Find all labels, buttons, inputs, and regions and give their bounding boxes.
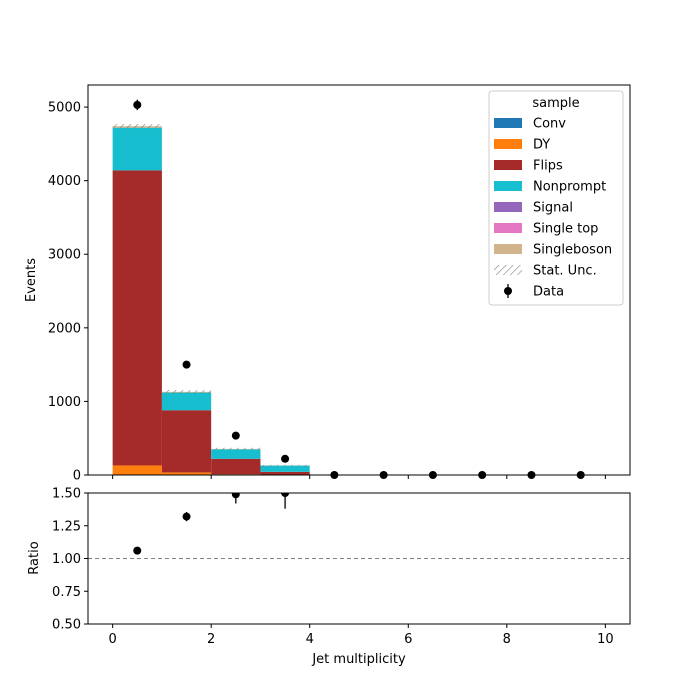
legend-label-flips: Flips — [533, 159, 563, 174]
ratio-y-tick-label: 1.00 — [52, 552, 81, 567]
ratio-panel: 0.50 0.75 1.00 1.25 1.50 0 2 4 6 8 10 Ratio Jet m… — [27, 487, 631, 667]
bar-flips-bin-3 — [260, 471, 310, 475]
ratio-point-0 — [133, 546, 142, 555]
x-tick-label: 6 — [404, 632, 412, 647]
main-axes-frame — [87, 84, 631, 476]
main-y-axis-label: Events — [24, 258, 39, 302]
ratio-y-tick-label: 0.75 — [52, 585, 81, 600]
bar-nonprompt-bin-2 — [211, 449, 261, 459]
bar-dy-bin-0 — [112, 465, 162, 475]
bar-dy-bin-1 — [161, 472, 212, 475]
legend-swatch-conv — [494, 118, 522, 128]
legend-label-signal: Signal — [533, 201, 573, 216]
ratio-y-ticks: 0.50 0.75 1.00 1.25 1.50 — [52, 487, 88, 633]
legend: sample Conv DY Flips Nonprompt Signal Single … — [488, 90, 624, 306]
stat-unc-bin-3 — [260, 464, 310, 467]
main-y-tick-label: 4000 — [48, 174, 81, 189]
ratio-point-1 — [182, 512, 191, 521]
main-y-tick-label: 3000 — [48, 248, 81, 263]
main-panel: 0 1000 2000 3000 4000 5000 Events — [24, 84, 631, 484]
legend-swatch-singleboson — [494, 244, 522, 254]
x-axis-label: Jet multiplicity — [311, 652, 406, 667]
x-tick-label: 8 — [503, 632, 511, 647]
ratio-y-tick-label: 0.50 — [52, 618, 81, 633]
main-y-ticks: 0 1000 2000 3000 4000 5000 — [48, 101, 88, 484]
stat-unc-bin-1 — [161, 390, 212, 394]
main-y-tick-label: 5000 — [48, 101, 81, 116]
legend-label-dy: DY — [533, 138, 550, 153]
ratio-point-2 — [231, 493, 240, 499]
stat-unc-bin-2 — [211, 447, 261, 450]
x-tick-label: 10 — [597, 632, 614, 647]
data-point-3 — [281, 454, 290, 463]
legend-label-conv: Conv — [533, 117, 566, 132]
x-tick-label: 0 — [108, 632, 116, 647]
bar-flips-bin-1 — [161, 410, 212, 473]
data-point-0 — [133, 100, 142, 109]
bar-nonprompt-bin-1 — [161, 392, 212, 411]
legend-label-singleboson: Singleboson — [533, 243, 612, 258]
legend-marker-data — [504, 287, 512, 295]
ratio-points — [133, 493, 290, 555]
ratio-point-3 — [281, 493, 290, 497]
main-y-tick-label: 2000 — [48, 321, 81, 336]
legend-label-single-top: Single top — [533, 222, 598, 237]
legend-label-nonprompt: Nonprompt — [533, 180, 606, 195]
ratio-y-axis-label: Ratio — [27, 541, 42, 574]
bar-flips-bin-2 — [211, 458, 261, 475]
main-y-tick-label: 0 — [73, 469, 81, 484]
bar-nonprompt-bin-0 — [112, 127, 162, 171]
legend-title: sample — [532, 96, 579, 111]
legend-swatch-nonprompt — [494, 181, 522, 191]
x-tick-label: 2 — [207, 632, 215, 647]
stat-uncertainty-bands — [112, 124, 310, 467]
legend-swatch-stat-unc — [494, 265, 522, 275]
ratio-axes-frame — [87, 492, 631, 625]
ratio-x-ticks: 0 2 4 6 8 10 — [108, 624, 614, 647]
legend-label-data: Data — [533, 285, 564, 300]
legend-label-stat-unc: Stat. Unc. — [533, 264, 597, 279]
main-y-tick-label: 1000 — [48, 395, 81, 410]
legend-box — [488, 90, 624, 306]
ratio-y-tick-label: 1.50 — [52, 487, 81, 502]
stacked-histogram — [112, 126, 359, 475]
legend-swatch-signal — [494, 202, 522, 212]
ratio-y-tick-label: 1.25 — [52, 519, 81, 534]
legend-swatch-flips — [494, 160, 522, 170]
legend-swatch-single-top — [494, 223, 522, 233]
data-point-2 — [231, 431, 240, 440]
legend-swatch-dy — [494, 139, 522, 149]
x-tick-label: 4 — [306, 632, 314, 647]
bar-nonprompt-bin-3 — [260, 465, 310, 472]
stat-unc-bin-0 — [112, 124, 162, 129]
bar-flips-bin-0 — [112, 170, 162, 466]
data-point-1 — [182, 360, 191, 369]
main-x-ticks — [112, 475, 606, 479]
